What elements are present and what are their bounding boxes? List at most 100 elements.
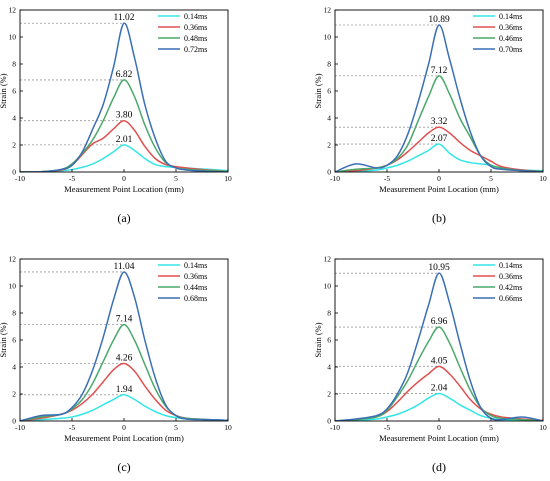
x-tick-label: -5 [69, 174, 75, 183]
legend-entry: 0.14ms [184, 261, 207, 270]
x-tick-label: -10 [15, 174, 25, 183]
y-tick-label: 4 [327, 114, 331, 123]
chart-panel: 2.04 4.05 6.96 10.95 -10 -5 0 5 10 0 2 4 6 8 10 12 Measu… [313, 255, 547, 475]
y-tick-label: 12 [9, 6, 17, 15]
legend-entry: 0.14ms [184, 12, 207, 21]
chart-panel: 1.94 4.26 7.14 11.04 -10 -5 0 5 10 0 2 4 6 8 10 12 Measu… [0, 255, 232, 475]
x-tick-label: 5 [489, 174, 493, 183]
legend-entry: 0.70ms [499, 45, 522, 54]
y-tick-label: 0 [327, 417, 331, 426]
panel-label: (c) [117, 460, 130, 474]
x-tick-label: 5 [174, 174, 178, 183]
y-tick-label: 10 [324, 282, 332, 291]
x-axis-label: Measurement Point Location (mm) [64, 433, 184, 443]
y-tick-label: 10 [9, 33, 17, 42]
panel-label: (b) [432, 211, 446, 225]
series-line [20, 119, 228, 172]
x-tick-label: 10 [224, 423, 232, 432]
peak-value-label: 10.89 [428, 15, 450, 25]
y-tick-label: 6 [12, 336, 16, 345]
y-tick-label: 4 [12, 363, 16, 372]
x-axis-label: Measurement Point Location (mm) [64, 184, 184, 194]
peak-value-label: 11.02 [113, 13, 134, 23]
y-tick-label: 12 [324, 6, 332, 15]
chart-panel: 2.07 3.32 7.12 10.89 -10 -5 0 5 10 0 2 4 6 8 10 12 Measu… [313, 6, 547, 226]
series-line [20, 394, 228, 421]
y-tick-label: 8 [327, 309, 331, 318]
y-tick-label: 0 [12, 417, 16, 426]
series-line [20, 271, 228, 421]
legend-entry: 0.68ms [184, 294, 207, 303]
y-axis-label: Strain (%) [313, 322, 323, 357]
series-line [20, 79, 228, 172]
y-tick-label: 8 [12, 60, 16, 69]
series-line [335, 143, 543, 172]
x-tick-label: -5 [384, 423, 390, 432]
x-axis-label: Measurement Point Location (mm) [379, 433, 499, 443]
legend-entry: 0.14ms [499, 261, 522, 270]
y-tick-label: 12 [324, 255, 332, 264]
y-axis-label: Strain (%) [0, 322, 8, 357]
y-tick-label: 6 [327, 87, 331, 96]
y-tick-label: 12 [9, 255, 17, 264]
peak-value-label: 1.94 [116, 385, 133, 395]
x-axis-label: Measurement Point Location (mm) [379, 184, 499, 194]
legend-entry: 0.36ms [499, 272, 522, 281]
series-line [20, 144, 228, 172]
x-tick-label: 0 [437, 174, 441, 183]
y-tick-label: 0 [327, 168, 331, 177]
peak-value-label: 11.04 [113, 262, 134, 272]
y-tick-label: 4 [327, 363, 331, 372]
y-tick-label: 2 [327, 390, 331, 399]
y-tick-label: 0 [12, 168, 16, 177]
series-line [335, 24, 543, 172]
panel-label: (d) [432, 460, 446, 474]
peak-value-label: 4.26 [116, 353, 133, 363]
y-tick-label: 8 [327, 60, 331, 69]
y-tick-label: 6 [12, 87, 16, 96]
x-tick-label: -10 [15, 423, 25, 432]
y-axis-label: Strain (%) [0, 73, 8, 108]
peak-value-label: 3.32 [431, 117, 448, 127]
y-tick-label: 8 [12, 309, 16, 318]
peak-value-label: 6.96 [431, 317, 448, 327]
legend-entry: 0.48ms [184, 34, 207, 43]
y-tick-label: 10 [324, 33, 332, 42]
peak-value-label: 7.14 [116, 315, 133, 325]
x-tick-label: -5 [69, 423, 75, 432]
peak-value-label: 3.80 [116, 111, 133, 121]
y-tick-label: 4 [12, 114, 16, 123]
peak-value-label: 2.01 [116, 135, 133, 145]
x-tick-label: 0 [122, 423, 126, 432]
peak-value-label: 10.95 [428, 263, 450, 273]
y-axis-label: Strain (%) [313, 73, 323, 108]
peak-value-label: 7.12 [431, 66, 448, 76]
chart-panel: 2.01 3.80 6.82 11.02 -10 -5 0 5 10 0 2 4 6 8 10 12 Measu… [0, 6, 232, 226]
legend-entry: 0.36ms [184, 272, 207, 281]
x-tick-label: 5 [489, 423, 493, 432]
x-tick-label: 0 [122, 174, 126, 183]
x-tick-label: 10 [539, 174, 547, 183]
series-line [335, 392, 543, 421]
legend-entry: 0.14ms [499, 12, 522, 21]
y-tick-label: 2 [12, 390, 16, 399]
panel-label: (a) [117, 211, 130, 225]
peak-value-label: 2.04 [431, 383, 448, 393]
peak-value-label: 6.82 [116, 70, 133, 80]
legend-entry: 0.36ms [499, 23, 522, 32]
x-tick-label: -10 [330, 423, 340, 432]
series-line [335, 272, 543, 421]
x-tick-label: 10 [224, 174, 232, 183]
x-tick-label: 5 [174, 423, 178, 432]
series-line [20, 323, 228, 421]
x-tick-label: -10 [330, 174, 340, 183]
y-tick-label: 2 [12, 141, 16, 150]
legend-entry: 0.66ms [499, 294, 522, 303]
legend-entry: 0.46ms [499, 34, 522, 43]
peak-value-label: 4.05 [431, 356, 448, 366]
y-tick-label: 2 [327, 141, 331, 150]
x-tick-label: -5 [384, 174, 390, 183]
legend-entry: 0.72ms [184, 45, 207, 54]
x-tick-label: 10 [539, 423, 547, 432]
